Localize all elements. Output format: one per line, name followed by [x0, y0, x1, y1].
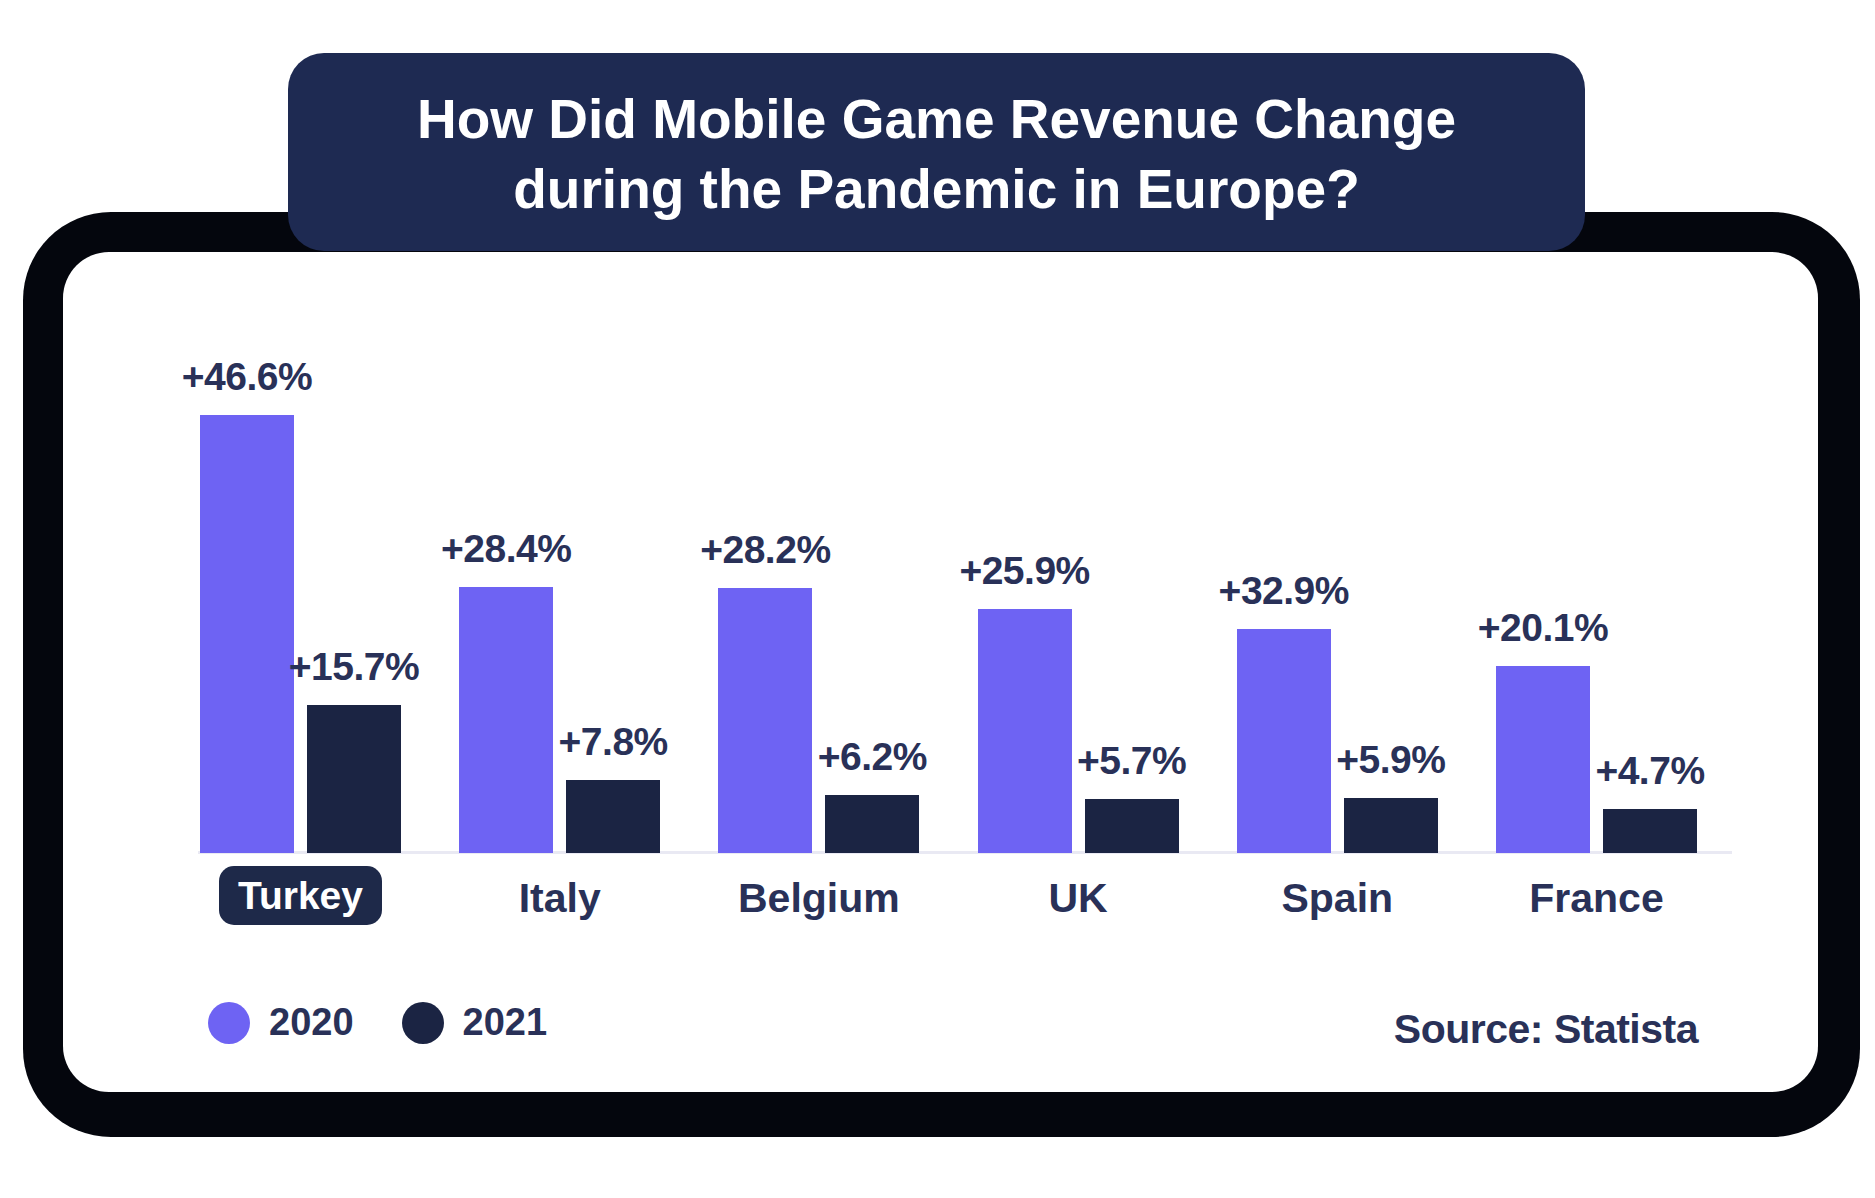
bar-2020-uk: [978, 609, 1072, 853]
value-label-2021-france: +4.7%: [1510, 749, 1790, 793]
category-label-belgium: Belgium: [679, 876, 959, 920]
title-line-1: How Did Mobile Game Revenue Change: [417, 84, 1456, 154]
legend-label-2021: 2021: [463, 1001, 548, 1044]
source-credit: Source: Statista: [1394, 1006, 1698, 1053]
legend-label-2020: 2020: [269, 1001, 354, 1044]
title-banner: How Did Mobile Game Revenue Change durin…: [288, 53, 1585, 251]
category-label-uk: UK: [938, 876, 1218, 920]
value-label-2021-italy: +7.8%: [473, 720, 753, 764]
value-label-2020-turkey: +46.6%: [107, 355, 387, 399]
legend-dot-2020: [208, 1002, 250, 1044]
bar-2021-spain: [1344, 798, 1438, 853]
category-label-turkey: Turkey: [219, 866, 382, 925]
category-label-spain: Spain: [1197, 876, 1477, 920]
value-label-2021-spain: +5.9%: [1251, 738, 1531, 782]
value-label-2020-france: +20.1%: [1403, 606, 1683, 650]
value-label-2020-italy: +28.4%: [366, 527, 646, 571]
bar-2021-uk: [1085, 799, 1179, 853]
category-label-wrap-turkey: Turkey: [161, 866, 441, 925]
bar-2020-turkey: [200, 415, 294, 853]
bar-2020-belgium: [718, 588, 812, 853]
value-label-2020-belgium: +28.2%: [625, 528, 905, 572]
legend: 2020 2021: [208, 1001, 547, 1044]
legend-dot-2021: [402, 1002, 444, 1044]
value-label-2021-turkey: +15.7%: [214, 645, 494, 689]
bar-2021-turkey: [307, 705, 401, 853]
category-label-italy: Italy: [420, 876, 700, 920]
category-label-france: France: [1457, 876, 1737, 920]
value-label-2020-uk: +25.9%: [885, 549, 1165, 593]
value-label-2020-spain: +32.9%: [1144, 569, 1424, 613]
value-label-2021-belgium: +6.2%: [732, 735, 1012, 779]
bar-2021-france: [1603, 809, 1697, 853]
value-label-2021-uk: +5.7%: [992, 739, 1272, 783]
infographic: How Did Mobile Game Revenue Change durin…: [0, 0, 1875, 1198]
title-line-2: during the Pandemic in Europe?: [513, 154, 1359, 224]
bar-2021-belgium: [825, 795, 919, 853]
bar-2021-italy: [566, 780, 660, 853]
